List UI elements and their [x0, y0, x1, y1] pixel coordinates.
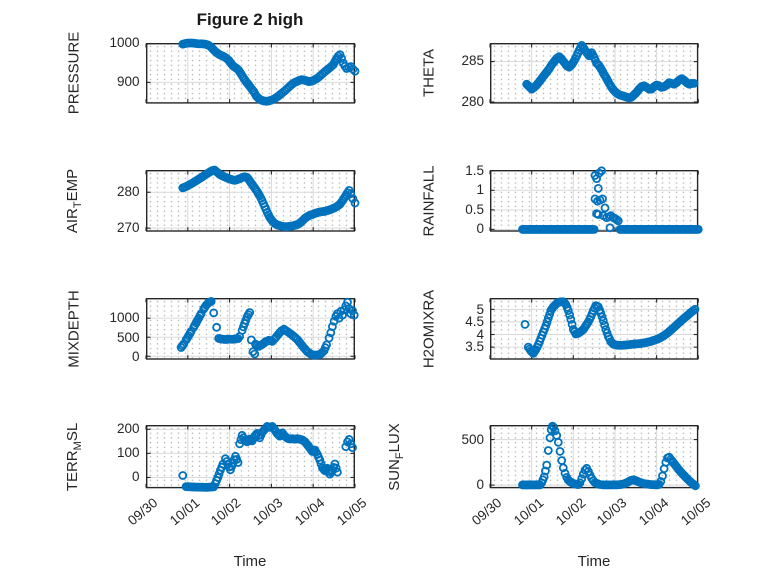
series-terr_msl [177, 422, 357, 492]
y-tick-label-rainfall: 1 [476, 182, 484, 198]
y-tick-label-pressure: 900 [116, 74, 140, 90]
figure-title: Figure 2 high [196, 10, 304, 29]
y-axis-label-h2omixra: H2OMIXRA [420, 289, 438, 369]
x-tick-label-10-05: 10/05 [333, 495, 370, 529]
y-tick-label-mixdepth: 1000 [109, 310, 140, 326]
plot-area-air_temp [144, 165, 359, 232]
y-tick-label-rainfall: 1.5 [465, 162, 484, 178]
y-tick-label-rainfall: 0.5 [465, 201, 484, 217]
y-tick-label-rainfall: 0 [476, 221, 484, 237]
y-tick-label-theta: 280 [461, 93, 484, 109]
x-tick-label-10-01: 10/01 [510, 495, 547, 529]
x-tick-label-10-02: 10/02 [208, 495, 244, 529]
subplot-h2omixra [489, 297, 700, 360]
y-tick-label-mixdepth: 0 [131, 348, 140, 364]
y-tick-label-mixdepth: 500 [116, 329, 140, 345]
subplot-rainfall [489, 166, 703, 234]
plot-area-pressure [144, 38, 359, 106]
y-tick-label-h2omixra: 4 [476, 326, 484, 342]
series-theta [522, 40, 699, 102]
subplot-theta [489, 40, 699, 104]
series-mixdepth [176, 297, 359, 360]
x-tick-label-10-03: 10/03 [250, 495, 286, 529]
subplot-pressure [144, 38, 359, 106]
y-tick-label-terr_msl: 100 [116, 445, 140, 461]
subplot-mixdepth [144, 297, 359, 360]
y-tick-label-sun_flux: 500 [461, 431, 484, 447]
plot-area-terr_msl [144, 422, 357, 492]
plot-area-rainfall [489, 166, 703, 234]
x-axis-label-left: Time [233, 553, 267, 570]
y-tick-label-theta: 285 [461, 53, 484, 69]
plot-area-theta [489, 40, 699, 104]
series-pressure [177, 38, 359, 106]
x-tick-label-10-03: 10/03 [594, 495, 630, 529]
y-tick-label-h2omixra: 3.5 [465, 339, 484, 355]
y-axis-label-rainfall: RAINFALL [420, 165, 438, 237]
x-axis-label-right: Time [577, 553, 611, 570]
x-tick-label-10-04: 10/04 [291, 495, 328, 529]
subplot-air_temp [144, 165, 359, 232]
y-tick-label-air_temp: 270 [116, 220, 140, 236]
series-air_temp [177, 165, 359, 232]
y-tick-label-air_temp: 280 [116, 184, 140, 200]
subplot-terr_msl [144, 422, 357, 492]
x-tick-label-10-05: 10/05 [677, 495, 713, 529]
y-tick-label-h2omixra: 5 [476, 301, 484, 317]
x-tick-label-10-04: 10/04 [635, 495, 672, 529]
y-tick-label-h2omixra: 4.5 [465, 314, 484, 330]
y-axis-label-theta: THETA [420, 48, 438, 98]
series-rainfall [518, 166, 703, 234]
x-tick-label-09-30: 09/30 [469, 495, 505, 529]
subplot-sun_flux [489, 421, 700, 491]
y-tick-label-sun_flux: 0 [476, 477, 484, 493]
series-h2omixra [520, 297, 700, 359]
plot-area-h2omixra [489, 297, 700, 360]
y-tick-label-terr_msl: 0 [131, 469, 140, 485]
plot-area-mixdepth [144, 297, 359, 360]
y-axis-label-mixdepth: MIXDEPTH [65, 290, 83, 368]
x-tick-label-10-02: 10/02 [552, 495, 588, 529]
y-axis-label-sun_flux: SUNFLUX [386, 422, 406, 491]
y-tick-label-pressure: 1000 [109, 35, 140, 51]
y-tick-label-terr_msl: 200 [116, 421, 140, 437]
x-tick-label-09-30: 09/30 [124, 495, 161, 529]
y-axis-label-terr_msl: TERRMSL [64, 422, 84, 491]
plot-area-sun_flux [489, 421, 700, 491]
y-axis-label-air_temp: AIRTEMP [64, 168, 84, 233]
x-tick-label-10-01: 10/01 [166, 495, 202, 529]
series-sun_flux [518, 421, 700, 491]
y-axis-label-pressure: PRESSURE [65, 31, 83, 115]
